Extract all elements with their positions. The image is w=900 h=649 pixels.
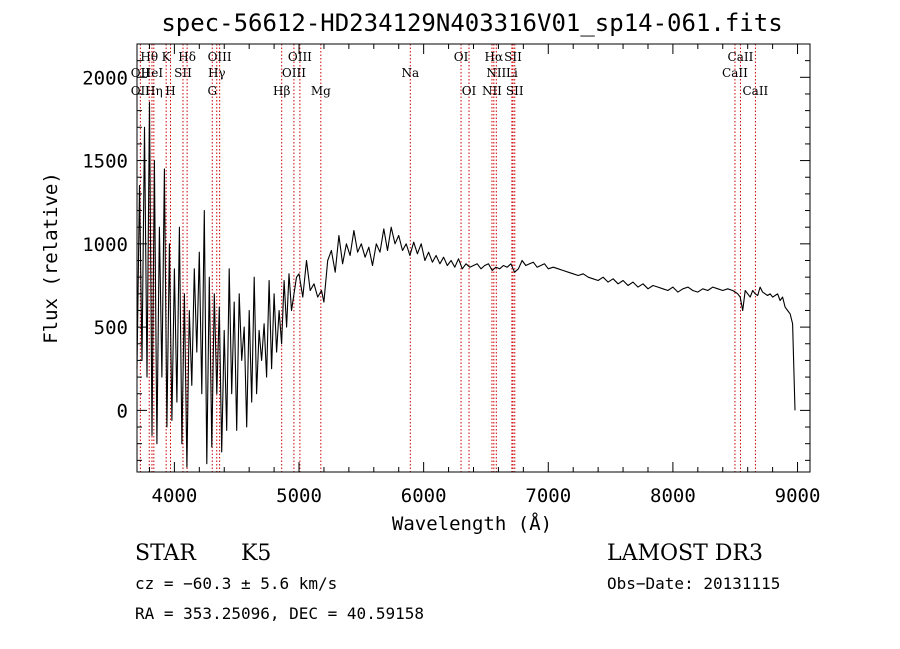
spectral-line-markers <box>139 44 756 472</box>
line-label-10: Hγ <box>208 66 226 80</box>
line-label-0: Hθ <box>140 50 158 64</box>
line-label-13: OIII <box>282 66 306 80</box>
line-label-12: OIII <box>288 50 312 64</box>
x-tick-label-6000: 6000 <box>401 485 447 507</box>
line-label-8: Hδ <box>178 50 196 64</box>
line-label-4: Hη <box>145 84 163 98</box>
line-label-15: Mg <box>311 84 331 98</box>
y-axis-label: Flux (relative) <box>40 172 62 344</box>
y-tick-label-2000: 2000 <box>82 67 128 89</box>
x-tick-label-9000: 9000 <box>775 485 821 507</box>
x-tick-label-5000: 5000 <box>276 485 322 507</box>
y-tick-label-500: 500 <box>94 317 128 339</box>
line-label-11: G <box>207 84 217 98</box>
line-label-18: OI <box>462 84 477 98</box>
line-label-26: CaII <box>722 66 748 80</box>
y-tick-label-0: 0 <box>117 400 128 422</box>
y-tick-label-1000: 1000 <box>82 234 128 256</box>
line-label-24: SII <box>506 84 524 98</box>
line-label-25: CaII <box>728 50 754 64</box>
survey-name: LAMOST DR3 <box>607 541 763 566</box>
spectrum-line <box>136 101 796 468</box>
object-class: STAR <box>135 541 197 566</box>
x-tick-label-4000: 4000 <box>152 485 198 507</box>
line-label-6: SII <box>174 66 192 80</box>
line-label-27: CaII <box>742 84 768 98</box>
line-label-7: H <box>165 84 175 98</box>
observation-date: Obs−Date: 20131115 <box>607 574 780 593</box>
x-tick-label-8000: 8000 <box>650 485 696 507</box>
line-label-2: HeI <box>141 66 164 80</box>
line-label-23: NII <box>482 84 502 98</box>
line-label-22: Li <box>506 66 518 80</box>
y-tick-label-1500: 1500 <box>82 151 128 173</box>
chart-title: spec-56612-HD234129N403316V01_sp14-061.f… <box>161 9 782 37</box>
line-label-1: OII <box>131 66 151 80</box>
object-subclass: K5 <box>241 541 271 566</box>
x-axis-label: Wavelength (Å) <box>392 512 552 535</box>
line-label-5: K <box>162 50 172 64</box>
line-label-20: SII <box>504 50 522 64</box>
line-label-16: Na <box>401 66 419 80</box>
redshift-cz: cz = −60.3 ± 5.6 km/s <box>135 574 337 593</box>
line-label-14: Hβ <box>273 84 290 98</box>
spectrum-curve-layer <box>136 101 796 468</box>
line-label-9: OIII <box>208 50 232 64</box>
x-tick-label-7000: 7000 <box>525 485 571 507</box>
line-label-21: NII <box>486 66 506 80</box>
plot-frame <box>136 43 811 473</box>
line-label-3: OII <box>131 84 151 98</box>
axis-ticks: 4000 5000 6000 7000 8000 9000 0 500 1000 1500 2000 <box>82 44 820 507</box>
line-label-19: Hα <box>485 50 504 64</box>
line-label-17: OI <box>454 50 469 64</box>
coordinates: RA = 353.25096, DEC = 40.59158 <box>135 604 424 623</box>
